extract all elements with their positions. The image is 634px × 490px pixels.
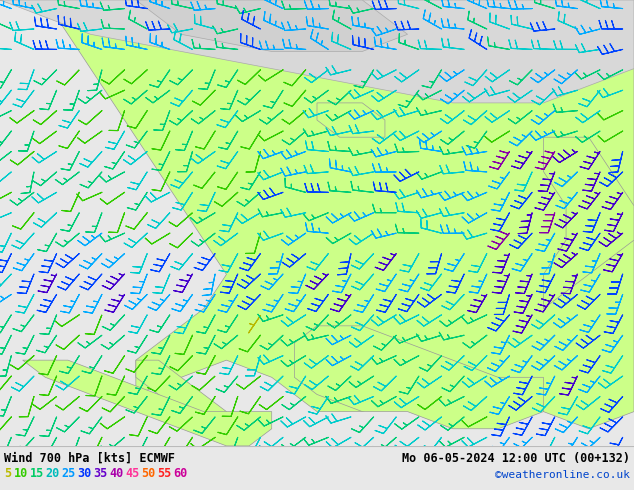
Text: Wind 700 hPa [kts] ECMWF: Wind 700 hPa [kts] ECMWF — [4, 452, 175, 465]
Polygon shape — [0, 0, 634, 103]
Text: ©weatheronline.co.uk: ©weatheronline.co.uk — [495, 470, 630, 480]
Polygon shape — [0, 0, 634, 429]
Text: 25: 25 — [61, 467, 75, 480]
Text: 50: 50 — [141, 467, 156, 480]
Polygon shape — [23, 360, 272, 446]
Text: 55: 55 — [157, 467, 172, 480]
Polygon shape — [589, 17, 634, 69]
Polygon shape — [136, 0, 408, 51]
Text: 45: 45 — [126, 467, 139, 480]
Text: 5: 5 — [4, 467, 11, 480]
Polygon shape — [317, 103, 385, 137]
Text: 60: 60 — [174, 467, 188, 480]
Text: Mo 06-05-2024 12:00 UTC (00+132): Mo 06-05-2024 12:00 UTC (00+132) — [402, 452, 630, 465]
Polygon shape — [136, 360, 226, 429]
Polygon shape — [543, 137, 634, 309]
Text: 20: 20 — [46, 467, 60, 480]
Polygon shape — [294, 326, 543, 429]
Text: 15: 15 — [30, 467, 44, 480]
Text: 30: 30 — [77, 467, 92, 480]
Text: 35: 35 — [93, 467, 108, 480]
Text: 10: 10 — [13, 467, 28, 480]
Text: 40: 40 — [110, 467, 124, 480]
